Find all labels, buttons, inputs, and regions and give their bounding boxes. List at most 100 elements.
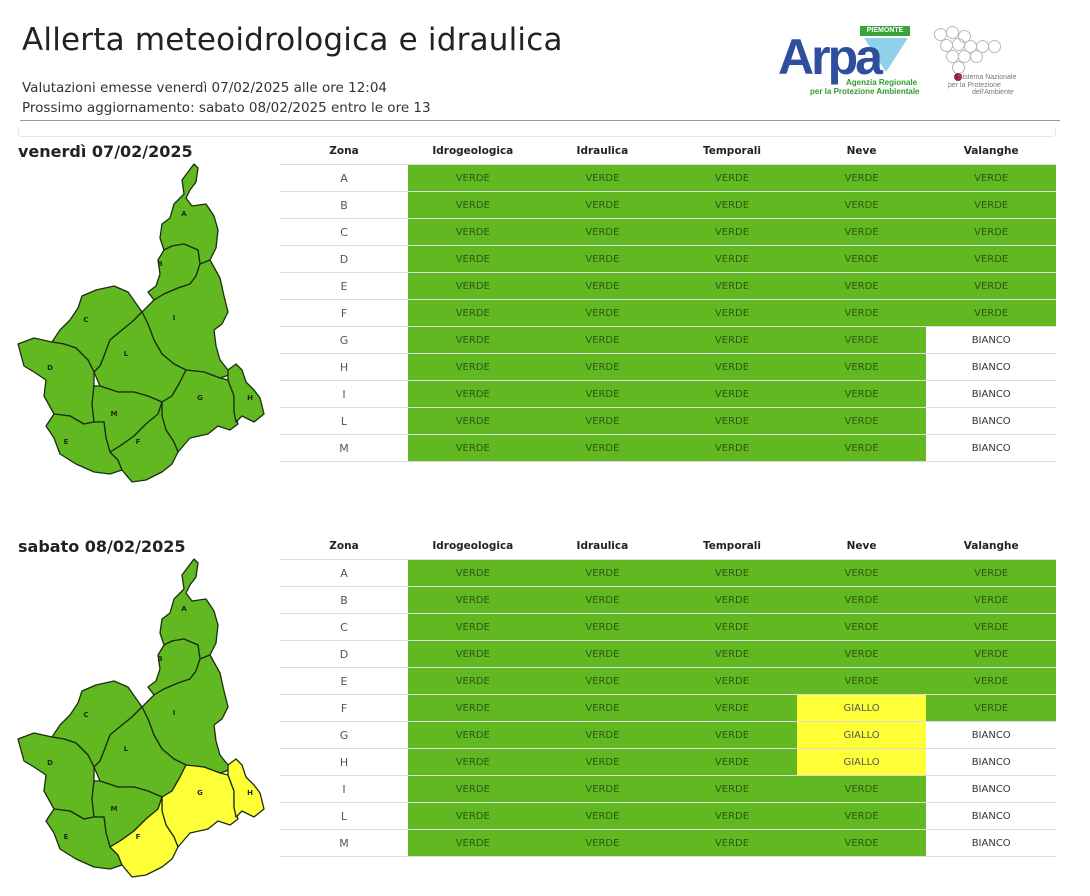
temporali-level-cell: VERDE	[667, 272, 797, 300]
temporali-level-cell: VERDE	[667, 748, 797, 776]
valanghe-level-cell: VERDE	[926, 559, 1056, 587]
table-row: I VERDE VERDE VERDE VERDE BIANCO	[280, 380, 1056, 408]
header-divider	[20, 120, 1060, 121]
zone-cell: D	[280, 245, 408, 273]
temporali-level-cell: VERDE	[667, 326, 797, 354]
zone-cell: M	[280, 434, 408, 462]
neve-level-cell: GIALLO	[796, 694, 927, 722]
valanghe-level-cell: VERDE	[926, 694, 1056, 722]
table-row: E VERDE VERDE VERDE VERDE VERDE	[280, 667, 1056, 695]
piemonte-zone-map-day-2: A B I C L D G H M E F	[17, 558, 265, 878]
col-header-idraulica: Idraulica	[537, 533, 668, 560]
idraulica-level-cell: VERDE	[537, 407, 668, 435]
valanghe-level-cell: BIANCO	[926, 353, 1056, 381]
neve-level-cell: VERDE	[796, 586, 927, 614]
table-row: M VERDE VERDE VERDE VERDE BIANCO	[280, 829, 1056, 857]
table-row: M VERDE VERDE VERDE VERDE BIANCO	[280, 434, 1056, 462]
zone-labels: A B I C L D G H M E F	[47, 210, 253, 446]
temporali-level-cell: VERDE	[667, 299, 797, 327]
valanghe-level-cell: BIANCO	[926, 829, 1056, 857]
temporali-level-cell: VERDE	[667, 613, 797, 641]
alert-table-body: A VERDE VERDE VERDE VERDE VERDE B VERDE VERDE VER…	[280, 559, 1056, 857]
arpa-region-badge: PIEMONTE	[860, 26, 910, 36]
idraulica-level-cell: VERDE	[537, 434, 668, 462]
temporali-level-cell: VERDE	[667, 559, 797, 587]
valanghe-level-cell: VERDE	[926, 272, 1056, 300]
valanghe-level-cell: BIANCO	[926, 380, 1056, 408]
zone-cell: B	[280, 586, 408, 614]
zone-label: C	[83, 316, 88, 324]
zone-map-shapes	[17, 558, 265, 878]
valanghe-level-cell: BIANCO	[926, 326, 1056, 354]
table-row: G VERDE VERDE VERDE VERDE BIANCO	[280, 326, 1056, 354]
zone-cell: H	[280, 748, 408, 776]
idraulica-level-cell: VERDE	[537, 245, 668, 273]
idrogeologica-level-cell: VERDE	[408, 667, 538, 695]
valanghe-level-cell: BIANCO	[926, 407, 1056, 435]
temporali-level-cell: VERDE	[667, 775, 797, 803]
idraulica-level-cell: VERDE	[537, 829, 668, 857]
alert-table-day-2: Zona Idrogeologica Idraulica Temporali N…	[280, 533, 1056, 857]
arpa-tagline-2: per la Protezione Ambientale	[810, 87, 920, 96]
temporali-level-cell: VERDE	[667, 191, 797, 219]
empty-panel	[18, 127, 1056, 137]
col-header-zona: Zona	[280, 533, 408, 560]
zone-map-shapes	[17, 163, 265, 483]
neve-level-cell: VERDE	[796, 326, 927, 354]
col-header-neve: Neve	[796, 138, 927, 165]
table-header-row: Zona Idrogeologica Idraulica Temporali N…	[280, 533, 1056, 560]
zone-cell: L	[280, 407, 408, 435]
zone-label: F	[136, 833, 141, 841]
valanghe-level-cell: BIANCO	[926, 748, 1056, 776]
idrogeologica-level-cell: VERDE	[408, 721, 538, 749]
col-header-temporali: Temporali	[667, 533, 797, 560]
valanghe-level-cell: BIANCO	[926, 775, 1056, 803]
idrogeologica-level-cell: VERDE	[408, 802, 538, 830]
zone-label: A	[181, 210, 187, 218]
idrogeologica-level-cell: VERDE	[408, 407, 538, 435]
col-header-neve: Neve	[796, 533, 927, 560]
idrogeologica-level-cell: VERDE	[408, 640, 538, 668]
zone-label: G	[197, 394, 203, 402]
table-row: A VERDE VERDE VERDE VERDE VERDE	[280, 164, 1056, 192]
neve-level-cell: VERDE	[796, 829, 927, 857]
zone-label: L	[124, 350, 129, 358]
idraulica-level-cell: VERDE	[537, 694, 668, 722]
temporali-level-cell: VERDE	[667, 694, 797, 722]
neve-level-cell: VERDE	[796, 667, 927, 695]
zone-cell: C	[280, 613, 408, 641]
zone-label: D	[47, 759, 53, 767]
table-row: L VERDE VERDE VERDE VERDE BIANCO	[280, 407, 1056, 435]
zone-label: D	[47, 364, 53, 372]
temporali-level-cell: VERDE	[667, 829, 797, 857]
zone-h-shape	[227, 758, 265, 818]
zone-cell: M	[280, 829, 408, 857]
idrogeologica-level-cell: VERDE	[408, 272, 538, 300]
zone-label: H	[247, 394, 253, 402]
zone-cell: G	[280, 721, 408, 749]
idraulica-level-cell: VERDE	[537, 191, 668, 219]
idrogeologica-level-cell: VERDE	[408, 245, 538, 273]
snpa-line-2: per la Protezione	[948, 82, 1001, 89]
idrogeologica-level-cell: VERDE	[408, 613, 538, 641]
arpa-wordmark: Arpa	[778, 29, 883, 85]
valanghe-level-cell: BIANCO	[926, 434, 1056, 462]
issued-text: Valutazioni emesse venerdì 07/02/2025 al…	[22, 80, 388, 96]
idraulica-level-cell: VERDE	[537, 218, 668, 246]
idraulica-level-cell: VERDE	[537, 802, 668, 830]
temporali-level-cell: VERDE	[667, 802, 797, 830]
neve-level-cell: GIALLO	[796, 748, 927, 776]
idraulica-level-cell: VERDE	[537, 380, 668, 408]
table-row: D VERDE VERDE VERDE VERDE VERDE	[280, 640, 1056, 668]
neve-level-cell: VERDE	[796, 299, 927, 327]
neve-level-cell: VERDE	[796, 640, 927, 668]
neve-level-cell: VERDE	[796, 380, 927, 408]
zone-cell: G	[280, 326, 408, 354]
valanghe-level-cell: VERDE	[926, 586, 1056, 614]
neve-level-cell: VERDE	[796, 164, 927, 192]
idrogeologica-level-cell: VERDE	[408, 434, 538, 462]
temporali-level-cell: VERDE	[667, 164, 797, 192]
neve-level-cell: VERDE	[796, 559, 927, 587]
zone-label: F	[136, 438, 141, 446]
idraulica-level-cell: VERDE	[537, 586, 668, 614]
